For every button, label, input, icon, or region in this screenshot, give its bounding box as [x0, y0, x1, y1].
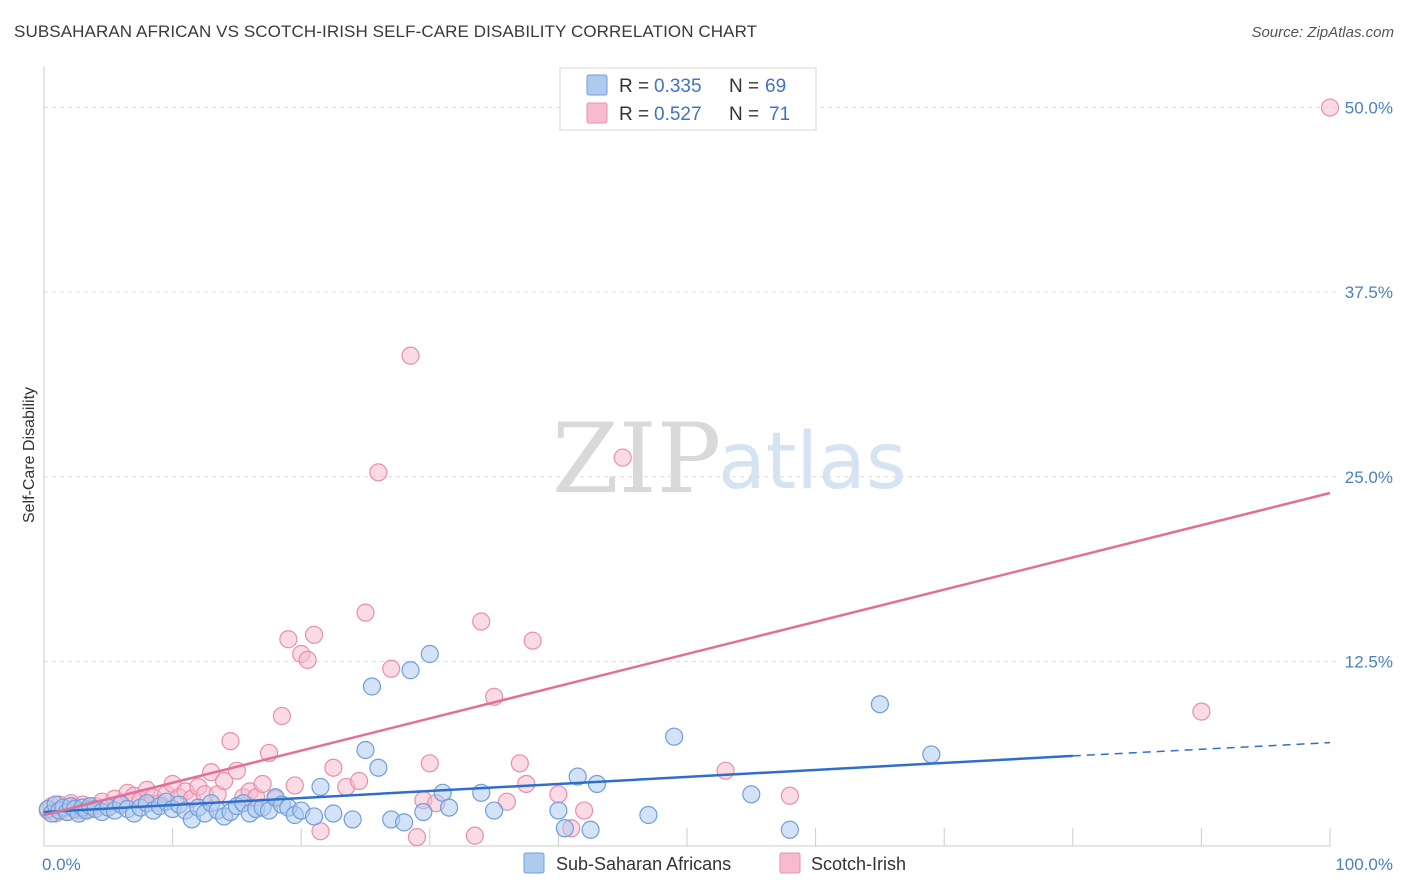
scotch-irish-point-58: [465, 826, 484, 845]
scotch-irish-point-31: [214, 771, 234, 791]
legend-r-value-2: 0.527: [654, 104, 702, 125]
sub-saharan-point-55: [414, 802, 433, 822]
legend-r-label-1: R =: [619, 76, 649, 97]
series-sub-saharan-points: [38, 644, 941, 839]
scotch-irish-point-40: [272, 706, 292, 726]
sub-saharan-point-45: [304, 807, 324, 826]
axes: [43, 66, 1331, 847]
scotch-irish-point-68: [613, 448, 632, 467]
scotch-irish-point-63: [517, 774, 536, 794]
y-tick-label-2: 37.5%: [1345, 283, 1393, 302]
legend-n-value-2: 71: [769, 104, 790, 125]
sub-saharan-point-53: [394, 813, 414, 832]
legend-r-label-2: R =: [619, 104, 649, 125]
legend-n-value-1: 69: [765, 76, 786, 97]
legend-swatch-scotch-irish: [586, 102, 608, 124]
scotch-irish-point-65: [549, 785, 568, 804]
sub-saharan-point-51: [369, 758, 388, 777]
watermark-zip: ZIP: [552, 403, 721, 515]
legend-n-label-2: N =: [729, 104, 759, 125]
sub-saharan-point-67: [665, 727, 684, 746]
scotch-irish-point-72: [1320, 98, 1340, 117]
legend-box: R = 0.335 N = 69 R = 0.527 N = 71: [559, 67, 817, 131]
sub-saharan-point-46: [311, 777, 330, 797]
chart-title: SUBSAHARAN AFRICAN VS SCOTCH-IRISH SELF-…: [14, 22, 758, 41]
sub-saharan-point-58: [439, 798, 459, 817]
scotch-irish-point-54: [407, 828, 427, 847]
scotch-irish-point-32: [221, 732, 240, 751]
scotch-irish-point-44: [298, 650, 317, 670]
sub-saharan-point-60: [485, 801, 504, 820]
y-axis-label: Self-Care Disability: [21, 387, 38, 523]
bottom-legend-label-sub-saharan: Sub-Saharan Africans: [556, 854, 731, 874]
y-tick-label-1: 25.0%: [1345, 468, 1393, 487]
scotch-irish-point-71: [1192, 702, 1211, 721]
scotch-irish-point-67: [575, 801, 594, 820]
sub-saharan-point-61: [549, 801, 568, 820]
source-credit: Source: ZipAtlas.com: [1251, 24, 1394, 41]
scotch-irish-point-52: [382, 659, 401, 678]
trend-lines: [43, 491, 1331, 817]
scotch-irish-point-42: [285, 776, 304, 795]
scotch-irish-point-49: [349, 771, 369, 791]
watermark-atlas: atlas: [718, 417, 907, 507]
scotch-irish-point-59: [472, 612, 491, 631]
scotch-irish-point-64: [523, 631, 542, 650]
sub-saharan-point-62: [555, 819, 574, 838]
sub-saharan-point-63: [568, 767, 587, 786]
scotch-irish-point-70: [780, 786, 799, 805]
sub-saharan-point-50: [362, 677, 382, 696]
scotch-irish-point-41: [279, 630, 298, 649]
x-tick-label-1: 100.0%: [1335, 855, 1393, 874]
bottom-legend-swatch-sub-saharan: [523, 852, 545, 874]
legend-n-label-1: N =: [729, 76, 759, 97]
sub-saharan-point-54: [401, 661, 420, 680]
bottom-legend: Sub-Saharan Africans Scotch-Irish: [523, 852, 906, 874]
scotch-irish-point-61: [497, 792, 517, 811]
scotch-irish-point-47: [324, 758, 343, 777]
bottom-legend-label-scotch-irish: Scotch-Irish: [811, 854, 906, 874]
y-tick-label-3: 50.0%: [1345, 99, 1393, 118]
sub-saharan-point-65: [587, 774, 607, 794]
sub-saharan-point-56: [420, 644, 439, 664]
sub-saharan-point-69: [780, 820, 799, 839]
bottom-legend-swatch-scotch-irish: [779, 852, 801, 874]
trend-line-scotch-irish: [43, 491, 1331, 817]
scotch-irish-point-50: [356, 603, 375, 622]
legend-r-value-1: 0.335: [654, 76, 702, 97]
sub-saharan-point-48: [343, 810, 362, 829]
scotch-irish-point-62: [510, 754, 529, 773]
sub-saharan-point-70: [870, 695, 890, 714]
grid-lines: [44, 107, 1340, 662]
trend-line-sub-saharan-extension: [1072, 741, 1331, 757]
sub-saharan-point-49: [356, 740, 375, 760]
sub-saharan-point-47: [324, 804, 343, 823]
x-tick-label-0: 0.0%: [42, 855, 81, 874]
sub-saharan-point-66: [639, 805, 658, 825]
legend-swatch-sub-saharan: [586, 74, 608, 96]
sub-saharan-point-68: [742, 785, 761, 804]
sub-saharan-point-64: [581, 820, 600, 839]
scotch-irish-point-56: [420, 754, 439, 773]
scotch-irish-point-51: [369, 463, 388, 482]
sub-saharan-point-71: [922, 745, 941, 764]
watermark: ZIP atlas: [552, 403, 907, 515]
scotch-irish-point-69: [716, 761, 735, 780]
y-tick-label-0: 12.5%: [1345, 652, 1393, 671]
scotch-irish-point-37: [253, 774, 272, 794]
scotch-irish-point-45: [304, 625, 324, 644]
tick-labels: 12.5% 25.0% 37.5% 50.0% 0.0% 100.0%: [42, 99, 1393, 874]
scotch-irish-point-53: [401, 346, 420, 365]
trend-line-sub-saharan: [43, 754, 1073, 814]
